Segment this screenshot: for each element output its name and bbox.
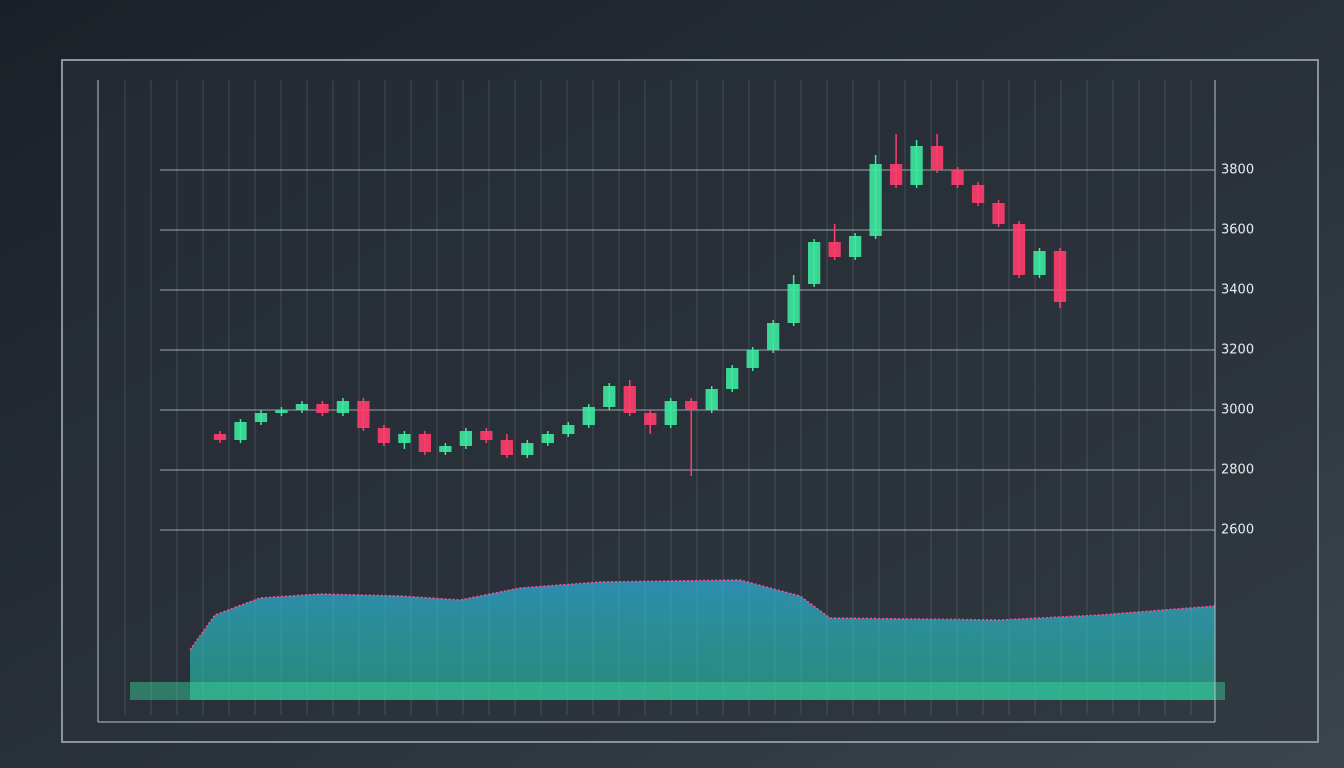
candle-body [603,386,616,407]
indicator-line [189,579,1216,651]
y-tick-label: 2800 [1221,463,1254,478]
y-tick-label: 3400 [1221,283,1254,298]
candle-body [1033,251,1046,275]
y-tick-label: 3800 [1221,163,1254,178]
candle-body [623,386,636,413]
candle-body [787,284,800,323]
candle-body [848,236,862,257]
volume-strip [130,682,1225,700]
candle-body [254,413,268,422]
candle-body [439,446,452,452]
candle-body [521,443,534,455]
candle-body [664,401,677,425]
candle-body [767,323,780,350]
candle-body [889,164,903,185]
candle-body [930,146,944,170]
candle-body [357,401,370,428]
candle-body [992,203,1005,224]
candle-body [644,413,657,425]
candle-body [910,146,923,185]
candle-body [541,434,554,443]
candle-body [1012,224,1026,275]
candle-body [418,434,432,452]
candle-body [213,434,227,440]
candle-body [971,185,985,203]
candle-body [316,404,329,413]
candle-body [1053,251,1067,302]
candle-body [500,440,513,455]
candle-body [808,242,821,284]
y-tick-label: 2600 [1221,523,1254,538]
candle-body [869,164,882,236]
candle-body [562,425,575,434]
indicator-area [190,580,1215,700]
candle-body [951,170,964,185]
candle-body [295,404,309,410]
candle-body [234,422,247,440]
candle-body [275,410,288,413]
candle-body [336,401,350,413]
candle-body [726,368,739,389]
candle-body [582,407,595,425]
candle-body [480,431,493,440]
candle-body [746,350,759,368]
candle-body [398,434,411,443]
y-tick-label: 3600 [1221,223,1254,238]
candle-body [377,428,391,443]
candle-body [705,389,718,410]
y-tick-label: 3000 [1221,403,1254,418]
y-tick-label: 3200 [1221,343,1254,358]
candle-body [828,242,841,257]
candle-body [685,401,698,410]
vertical-grid [124,80,1192,715]
candle-body [459,431,472,446]
